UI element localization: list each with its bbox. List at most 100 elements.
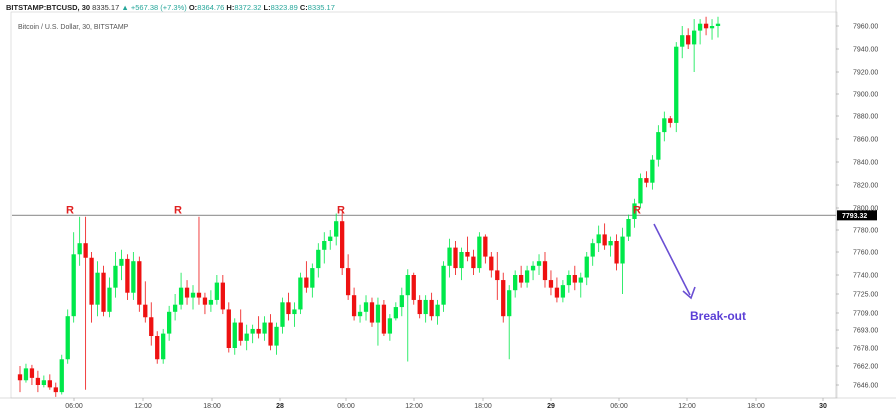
candle-body (447, 247, 452, 266)
chart-subtitle: Bitcoin / U.S. Dollar, 30, BITSTAMP (18, 24, 129, 31)
resistance-marker-label: R (174, 204, 182, 216)
candle-body (226, 309, 231, 348)
x-tick-label: 30 (819, 403, 827, 410)
candle-body (656, 132, 661, 160)
y-tick-label: 7820.00 (853, 183, 878, 190)
candle-body (65, 316, 70, 360)
candle-body (697, 23, 703, 31)
candle-body (578, 277, 583, 283)
candle-body (166, 311, 172, 334)
candle-body (495, 270, 500, 281)
candle-body (680, 35, 685, 47)
open-value: 8364.76 (197, 3, 225, 12)
low-label: L: (263, 3, 271, 12)
x-tick-label: 12:00 (134, 403, 152, 410)
candle-body (453, 247, 458, 269)
x-tick-label: 06:00 (610, 403, 628, 410)
y-tick-label: 7709.00 (853, 311, 878, 318)
candle-body (435, 304, 440, 317)
x-tick-label: 06:00 (337, 403, 355, 410)
y-tick-label: 7780.00 (853, 228, 878, 235)
y-tick-label: 7760.00 (853, 250, 878, 257)
up-triangle-icon: ▲ (121, 3, 129, 12)
y-tick-label: 7860.00 (853, 137, 878, 144)
candle-body (77, 243, 82, 255)
candle-body (262, 322, 267, 334)
candle-body (572, 275, 577, 283)
candle-body (137, 261, 142, 305)
candle-body (143, 304, 148, 318)
y-tick-label: 7840.00 (853, 160, 878, 167)
candle-body (357, 311, 363, 317)
candle-body (590, 243, 595, 257)
candle-body (208, 299, 214, 305)
candle-body (202, 297, 208, 305)
candle-body (131, 261, 136, 293)
change-value: +567.38 (+7.3%) (130, 3, 187, 12)
candle-body (89, 257, 94, 305)
candle-body (554, 287, 560, 298)
candle-body (584, 256, 589, 278)
candle-body (250, 328, 255, 334)
candle-body (23, 368, 29, 381)
close-label: C: (299, 3, 308, 12)
candle-body (429, 299, 434, 317)
candle-body (286, 302, 291, 315)
candle-body (489, 256, 494, 271)
candle-body (405, 275, 410, 296)
candle-body (280, 302, 285, 327)
candle-body (107, 287, 112, 312)
candle-body (662, 118, 667, 133)
candle-body (668, 118, 673, 123)
candle-body (548, 280, 554, 288)
resistance-marker-label: R (633, 204, 641, 216)
candle-body (375, 304, 381, 323)
y-tick-label: 7960.00 (853, 24, 878, 31)
candle-body (190, 292, 196, 298)
candle-body (602, 234, 607, 246)
x-tick-label: 12:00 (678, 403, 696, 410)
candle-body (715, 23, 721, 26)
x-tick-label: 28 (276, 403, 284, 410)
candle-body (238, 322, 243, 341)
candle-body (513, 275, 518, 291)
candle-body (334, 221, 339, 237)
symbol-header: BITSTAMP:BTCUSD, 30 8335.17 ▲ +567.38 (+… (6, 3, 335, 12)
candle-body (274, 326, 279, 346)
breakout-arrow-head (682, 286, 696, 300)
breakout-arrow-line (653, 223, 691, 296)
candle-body (95, 272, 100, 305)
candle-body (256, 328, 261, 334)
x-tick-label: 18:00 (747, 403, 765, 410)
last-price: 8335.17 (92, 3, 120, 12)
candle-body (483, 236, 488, 257)
candle-body (691, 30, 697, 45)
candle-body (477, 236, 482, 269)
candle-body (399, 295, 404, 308)
candle-body (363, 302, 369, 312)
candle-body (47, 380, 52, 388)
candle-body (518, 275, 524, 283)
x-tick-label: 18:00 (203, 403, 221, 410)
candle-body (345, 268, 351, 296)
candle-body (119, 258, 124, 266)
y-tick-label: 7693.00 (853, 328, 878, 335)
y-tick-label: 7880.00 (853, 114, 878, 121)
plot-frame (10, 11, 838, 399)
candle-body (351, 295, 357, 317)
y-tick-label: 7920.00 (853, 70, 878, 77)
candle-body (196, 292, 202, 298)
candle-body (304, 277, 309, 288)
candle-body (149, 317, 154, 336)
candle-body (674, 46, 679, 123)
candle-body (596, 234, 601, 244)
candle-body (244, 333, 249, 341)
symbol-label: BITSTAMP:BTCUSD, 30 (6, 3, 91, 12)
candle-body (417, 299, 422, 315)
y-tick-label: 7900.00 (853, 92, 878, 99)
candle-body (155, 336, 160, 360)
candle-body (83, 243, 88, 258)
candle-body (626, 219, 631, 237)
